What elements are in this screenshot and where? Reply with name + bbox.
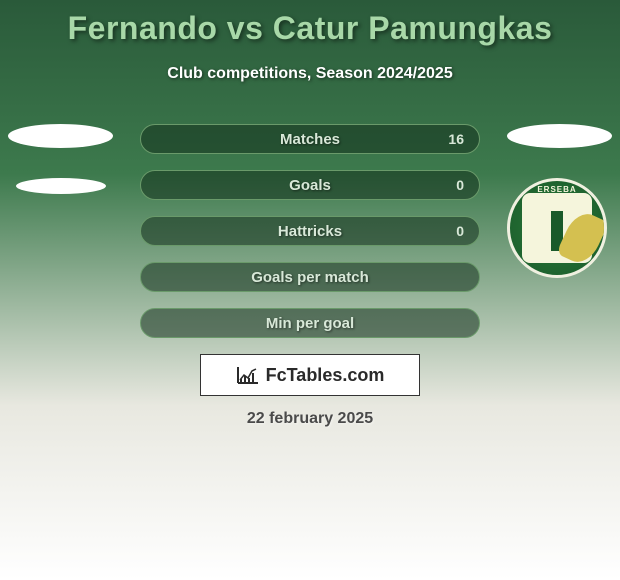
stat-right-value: 0 <box>456 223 464 239</box>
stat-row-hattricks: Hattricks 0 <box>140 216 480 246</box>
club-crest: ERSEBA <box>507 178 607 278</box>
chart-icon <box>236 365 260 385</box>
crest-inner <box>522 193 592 263</box>
stat-label: Hattricks <box>278 223 342 240</box>
stat-row-goals: Goals 0 <box>140 170 480 200</box>
stat-right-value: 16 <box>448 131 464 147</box>
crest-fish-icon <box>556 208 607 268</box>
stat-row-goals-per-match: Goals per match <box>140 262 480 292</box>
stat-label: Min per goal <box>266 315 354 332</box>
stat-label: Matches <box>280 131 340 148</box>
left-badge-placeholder-1 <box>8 124 113 148</box>
page-subtitle: Club competitions, Season 2024/2025 <box>0 65 620 83</box>
brand-name: FcTables.com <box>266 365 385 386</box>
left-player-badges <box>8 124 113 224</box>
stat-label: Goals <box>289 177 331 194</box>
right-player-badges: ERSEBA <box>507 124 612 278</box>
stat-bars-container: Matches 16 Goals 0 Hattricks 0 Goals per… <box>140 124 480 354</box>
right-badge-placeholder-1 <box>507 124 612 148</box>
stat-row-matches: Matches 16 <box>140 124 480 154</box>
brand-text: FcTables.com <box>236 365 385 386</box>
stat-row-min-per-goal: Min per goal <box>140 308 480 338</box>
page-title: Fernando vs Catur Pamungkas <box>0 0 620 47</box>
branding-box[interactable]: FcTables.com <box>200 354 420 396</box>
stat-label: Goals per match <box>251 269 369 286</box>
left-badge-placeholder-2 <box>16 178 106 194</box>
stat-right-value: 0 <box>456 177 464 193</box>
date-text: 22 february 2025 <box>0 410 620 428</box>
